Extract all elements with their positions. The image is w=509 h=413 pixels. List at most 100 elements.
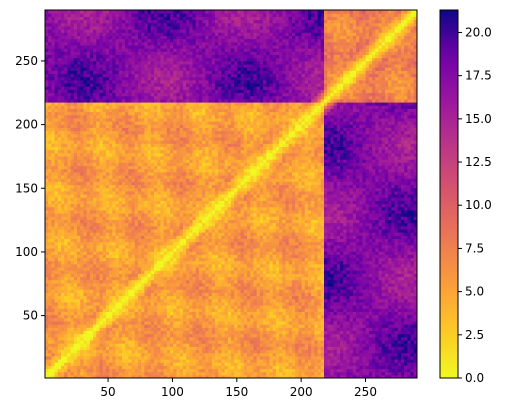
heatmap-cell [115, 73, 120, 78]
heatmap-cell [45, 136, 49, 141]
heatmap-cell [121, 48, 126, 52]
heatmap-cell [115, 374, 120, 378]
heatmap-cell [121, 22, 126, 27]
heatmap-cell [86, 190, 91, 195]
heatmap-cell [93, 140, 97, 144]
heatmap-cell [89, 67, 94, 71]
heatmap-cell [77, 143, 81, 148]
heatmap-cell [48, 222, 53, 227]
heatmap-cell [80, 171, 85, 176]
heatmap-cell [109, 228, 113, 233]
heatmap-cell [77, 63, 81, 68]
heatmap-cell [96, 63, 101, 68]
heatmap-cell [48, 209, 53, 214]
heatmap-cell [54, 54, 59, 59]
heatmap-cell [125, 346, 129, 351]
heatmap-cell [131, 327, 136, 332]
heatmap-cell [131, 273, 136, 278]
heatmap-cell [138, 143, 142, 148]
heatmap-cell [102, 155, 107, 160]
heatmap-cell [77, 60, 81, 65]
heatmap-cell [138, 339, 142, 344]
heatmap-cell [89, 203, 94, 208]
heatmap-cell [67, 263, 72, 268]
heatmap-cell [102, 105, 107, 109]
heatmap-cell [102, 232, 107, 236]
heatmap-cell [67, 89, 72, 94]
heatmap-cell [45, 111, 49, 116]
heatmap-cell [125, 292, 129, 297]
heatmap-cell [67, 124, 72, 128]
heatmap-cell [93, 89, 97, 94]
heatmap-cell [96, 19, 101, 24]
heatmap-cell [77, 305, 81, 309]
heatmap-cell [115, 279, 120, 284]
heatmap-cell [105, 355, 110, 360]
heatmap-cell [57, 343, 62, 347]
heatmap-cell [125, 200, 129, 205]
heatmap-cell [134, 171, 139, 176]
heatmap-cell [128, 63, 133, 68]
heatmap-cell [125, 187, 129, 192]
heatmap-cell [115, 133, 120, 138]
heatmap-cell [67, 232, 72, 236]
heatmap-cell [99, 213, 104, 217]
heatmap-cell [128, 232, 133, 236]
heatmap-cell [109, 301, 113, 306]
heatmap-cell [112, 260, 117, 265]
heatmap-cell [83, 35, 88, 40]
heatmap-cell [102, 79, 107, 84]
heatmap-cell [51, 102, 56, 106]
heatmap-cell [61, 260, 65, 265]
heatmap-cell [86, 171, 91, 176]
heatmap-cell [57, 165, 62, 170]
heatmap-cell [128, 190, 133, 195]
heatmap-cell [83, 355, 88, 360]
heatmap-cell [54, 95, 59, 100]
heatmap-cell [121, 111, 126, 116]
heatmap-cell [115, 38, 120, 43]
heatmap-cell [89, 266, 94, 271]
heatmap-cell [57, 298, 62, 303]
heatmap-cell [83, 159, 88, 163]
heatmap-cell [89, 60, 94, 65]
heatmap-cell [61, 200, 65, 205]
heatmap-cell [118, 178, 123, 182]
heatmap-cell [93, 25, 97, 30]
heatmap-cell [109, 124, 113, 128]
heatmap-cell [54, 213, 59, 217]
heatmap-cell [109, 311, 113, 316]
heatmap-cell [77, 238, 81, 243]
heatmap-cell [131, 67, 136, 71]
heatmap-cell [77, 178, 81, 182]
heatmap-cell [109, 152, 113, 157]
heatmap-cell [105, 190, 110, 195]
heatmap-cell [70, 289, 75, 293]
heatmap-cell [125, 257, 129, 262]
heatmap-cell [99, 19, 104, 24]
heatmap-cell [48, 235, 53, 240]
heatmap-cell [51, 44, 56, 49]
heatmap-cell [45, 184, 49, 189]
heatmap-cell [89, 222, 94, 227]
heatmap-cell [54, 168, 59, 173]
heatmap-cell [73, 257, 78, 262]
heatmap-cell [115, 143, 120, 148]
heatmap-cell [131, 266, 136, 271]
heatmap-cell [57, 82, 62, 87]
heatmap-cell [48, 276, 53, 281]
heatmap-cell [64, 222, 69, 227]
heatmap-cell [128, 136, 133, 141]
heatmap-cell [96, 190, 101, 195]
heatmap-cell [118, 330, 123, 335]
heatmap-cell [93, 241, 97, 246]
heatmap-cell [138, 63, 142, 68]
heatmap-cell [93, 343, 97, 347]
heatmap-cell [73, 19, 78, 24]
heatmap-cell [109, 263, 113, 268]
heatmap-cell [121, 247, 126, 252]
heatmap-cell [86, 51, 91, 56]
heatmap-cell [102, 102, 107, 106]
heatmap-cell [96, 279, 101, 284]
heatmap-cell [89, 105, 94, 109]
